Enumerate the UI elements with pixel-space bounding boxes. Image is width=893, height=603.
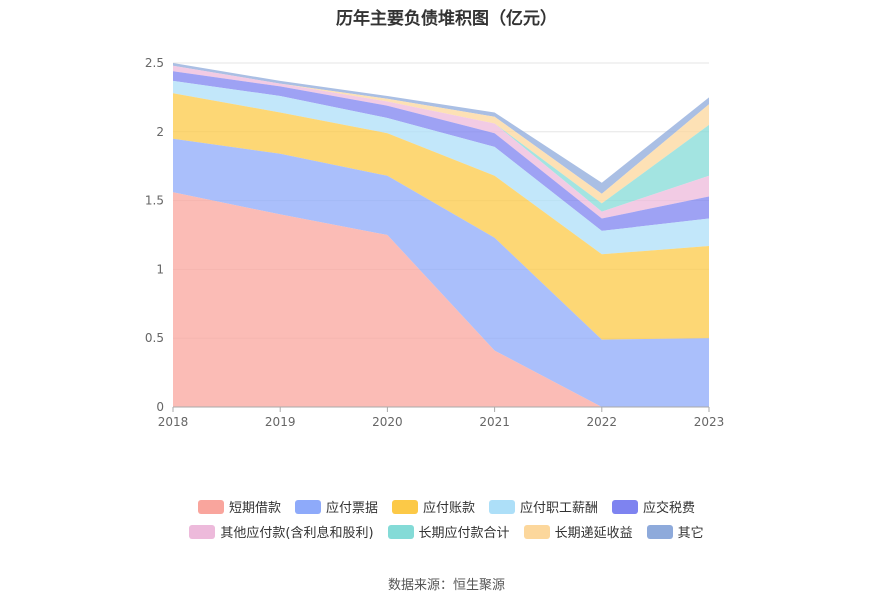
legend-swatch	[489, 499, 515, 514]
legend-label: 其他应付款(含利息和股利)	[220, 526, 374, 541]
area-series-应付账款	[173, 93, 709, 340]
x-tick-label: 2021	[479, 415, 510, 429]
legend-label: 长期递延收益	[554, 526, 633, 541]
y-tick-label: 1.5	[145, 194, 164, 208]
legend-item[interactable]: 应付票据	[294, 497, 378, 516]
chart-title: 历年主要负债堆积图（亿元）	[336, 9, 557, 29]
area-series-应付票据	[173, 138, 709, 407]
area-series-短期借款	[173, 192, 709, 407]
legend-label: 应交税费	[643, 501, 696, 516]
x-tick-label: 2023	[694, 415, 725, 429]
x-tick-label: 2022	[587, 415, 618, 429]
y-tick-label: 1	[156, 262, 164, 276]
legend-item[interactable]: 短期借款	[197, 497, 281, 516]
area-series-应付职工薪酬	[173, 80, 709, 255]
legend-item[interactable]: 其它	[646, 522, 704, 541]
legend-item[interactable]: 其他应付款(含利息和股利)	[189, 522, 374, 541]
legend-item[interactable]: 应付职工薪酬	[489, 497, 598, 516]
legend-row-2: 其他应付款(含利息和股利) 长期应付款合计 长期递延收益 其它	[0, 522, 893, 541]
legend-label: 短期借款	[228, 501, 281, 516]
legend-swatch	[646, 524, 673, 539]
legend-swatch	[197, 499, 224, 514]
legend-label: 应付票据	[325, 501, 378, 516]
y-tick-label: 2.5	[145, 56, 164, 70]
legend-label: 长期应付款合计	[418, 526, 510, 541]
area-series-layer	[173, 63, 709, 407]
legend-label: 应付账款	[422, 501, 475, 516]
legend-item[interactable]: 长期应付款合计	[387, 522, 510, 541]
legend-item[interactable]: 应交税费	[612, 497, 695, 516]
axes: 0 0.5 1 1.5 2 2.5 2018 2019 2020 2021 2022 2023	[145, 56, 724, 429]
area-series-其他应付款(含利息和股利)	[173, 65, 709, 219]
legend-item[interactable]: 应付账款	[391, 497, 475, 516]
area-series-应交税费	[173, 71, 709, 231]
x-tick-label: 2019	[265, 415, 296, 429]
x-tick-label: 2020	[372, 415, 403, 429]
legend-swatch	[523, 524, 550, 539]
legend-row-1: 短期借款 应付票据 应付账款 应付职工薪酬 应交税费	[0, 497, 893, 516]
legend-item[interactable]: 长期递延收益	[523, 522, 633, 541]
y-tick-label: 2	[156, 125, 164, 139]
y-tick-label: 0.5	[145, 331, 164, 345]
legend-label: 应付职工薪酬	[520, 501, 599, 516]
stacked-area-chart: 0 0.5 1 1.5 2 2.5 2018 2019 2020 2021 2022 2023	[145, 56, 724, 429]
legend-swatch	[189, 524, 216, 539]
legend-swatch	[294, 499, 321, 514]
x-tick-label: 2018	[158, 415, 189, 429]
y-tick-label: 0	[156, 400, 164, 414]
legend-label: 其它	[677, 526, 704, 541]
legend-swatch	[612, 499, 639, 514]
data-source-note: 数据来源：恒生聚源	[387, 578, 505, 593]
legend-swatch	[387, 524, 414, 539]
legend-swatch	[391, 499, 418, 514]
